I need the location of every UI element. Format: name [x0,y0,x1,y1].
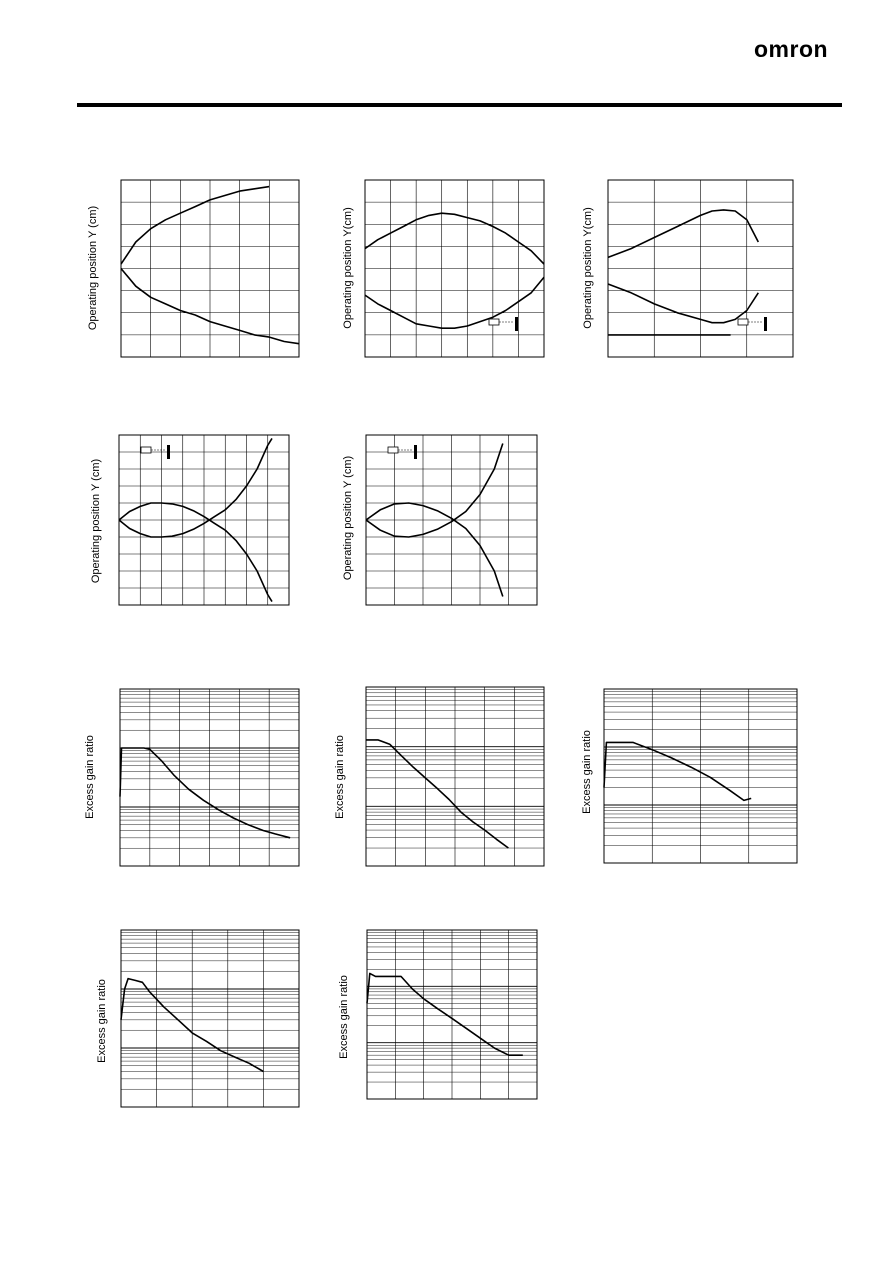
setup-diagram-icon [737,317,767,331]
chart-c7-svg [365,686,545,867]
chart-c3 [607,179,794,358]
series-line-2 [365,443,504,538]
chart-c10-svg [366,929,538,1100]
omron-logo: omron [754,36,829,62]
chart-c8-svg [603,688,798,864]
series-line-1 [366,739,509,849]
series-line-1 [366,972,523,1056]
chart-c5 [365,434,538,606]
chart-c1 [120,179,300,358]
chart-c9 [120,929,300,1108]
y-axis-label: Excess gain ratio [334,735,346,819]
chart-c2 [364,179,545,358]
series-line-1 [607,209,760,259]
chart-c2-svg [364,179,545,358]
plot-frame [607,179,794,358]
plot-frame [365,686,545,867]
setup-diagram-icon [488,317,518,331]
target-icon [414,445,417,459]
series-line-1 [365,502,504,597]
chart-c7 [365,686,545,867]
header-rule [77,103,842,107]
setup-diagram-icon [387,445,417,459]
series-line-1 [364,212,545,265]
y-axis-label: Excess gain ratio [96,979,108,1063]
chart-c9-svg [120,929,300,1108]
target-icon [167,445,170,459]
series-line-2 [120,267,300,345]
sensor-icon [140,446,152,454]
series-line-1 [603,741,752,802]
series-line-1 [118,502,273,603]
sensor-icon [737,318,749,326]
y-axis-label: Operating position Y(cm) [582,207,594,329]
plot-frame [364,179,545,358]
series-line-1 [120,185,270,265]
y-axis-label: Excess gain ratio [338,975,350,1059]
series-line-1 [120,977,264,1073]
chart-c4 [118,434,290,606]
setup-diagram-icon [140,445,170,459]
chart-c10 [366,929,538,1100]
chart-c1-svg [120,179,300,358]
series-line-1 [119,747,291,839]
chart-c4-svg [118,434,290,606]
chart-c6 [119,688,300,867]
y-axis-label: Operating position Y (cm) [87,205,99,331]
chart-c3-svg [607,179,794,358]
y-axis-label: Excess gain ratio [84,735,96,819]
y-axis-label: Operating position Y (cm) [342,455,354,581]
sensor-icon [488,318,500,326]
target-icon [515,317,518,331]
series-line-2 [118,437,273,538]
series-line-2 [607,283,759,324]
y-axis-label: Excess gain ratio [581,730,593,814]
y-axis-label: Operating position Y (cm) [90,458,102,584]
series-line-2 [364,276,545,329]
target-icon [764,317,767,331]
chart-c8 [603,688,798,864]
plot-frame [366,929,538,1100]
sensor-icon [387,446,399,454]
chart-c6-svg [119,688,300,867]
plot-frame [120,929,300,1108]
chart-c5-svg [365,434,538,606]
y-axis-label: Operating position Y(cm) [342,207,354,329]
